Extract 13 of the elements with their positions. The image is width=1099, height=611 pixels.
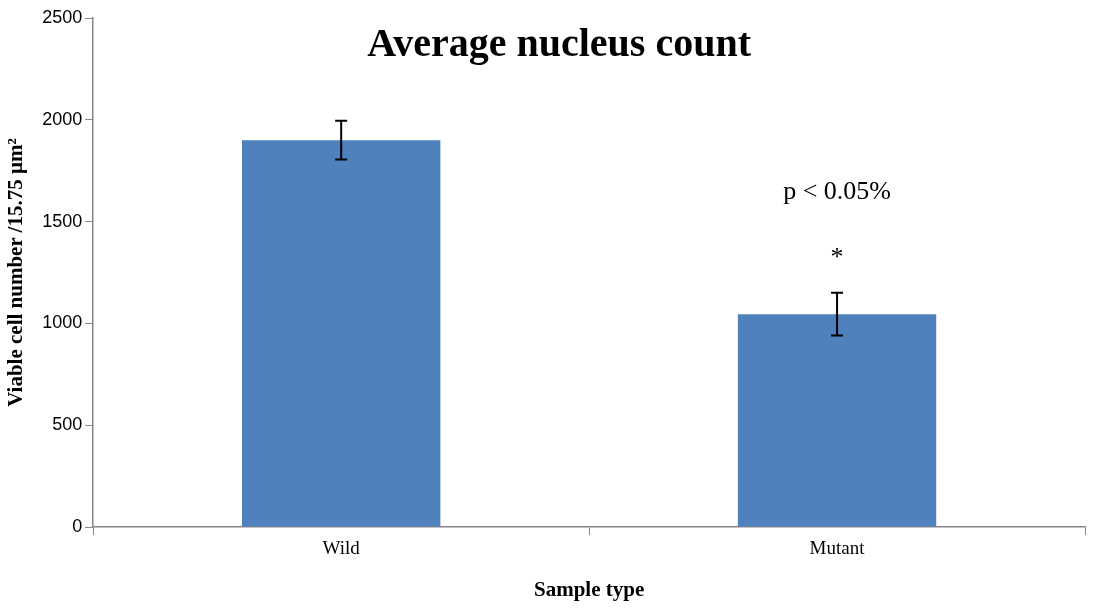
x-axis-title: Sample type [534,576,645,601]
chart-title: Average nucleus count [367,20,752,66]
y-tick-label: 2500 [42,6,83,27]
annotation: * [830,241,844,271]
y-tick-label: 1500 [42,210,83,231]
x-tick-label: Mutant [809,537,866,559]
y-tick-label: 1000 [42,312,83,333]
y-tick-label: 500 [52,414,83,435]
y-axis-title: Viable cell number /15.75 µm² [3,138,28,407]
y-tick-label: 2000 [42,108,83,129]
x-tick-label: Wild [322,537,361,559]
y-tick-label: 0 [72,515,83,536]
annotation: p < 0.05% [783,175,891,205]
